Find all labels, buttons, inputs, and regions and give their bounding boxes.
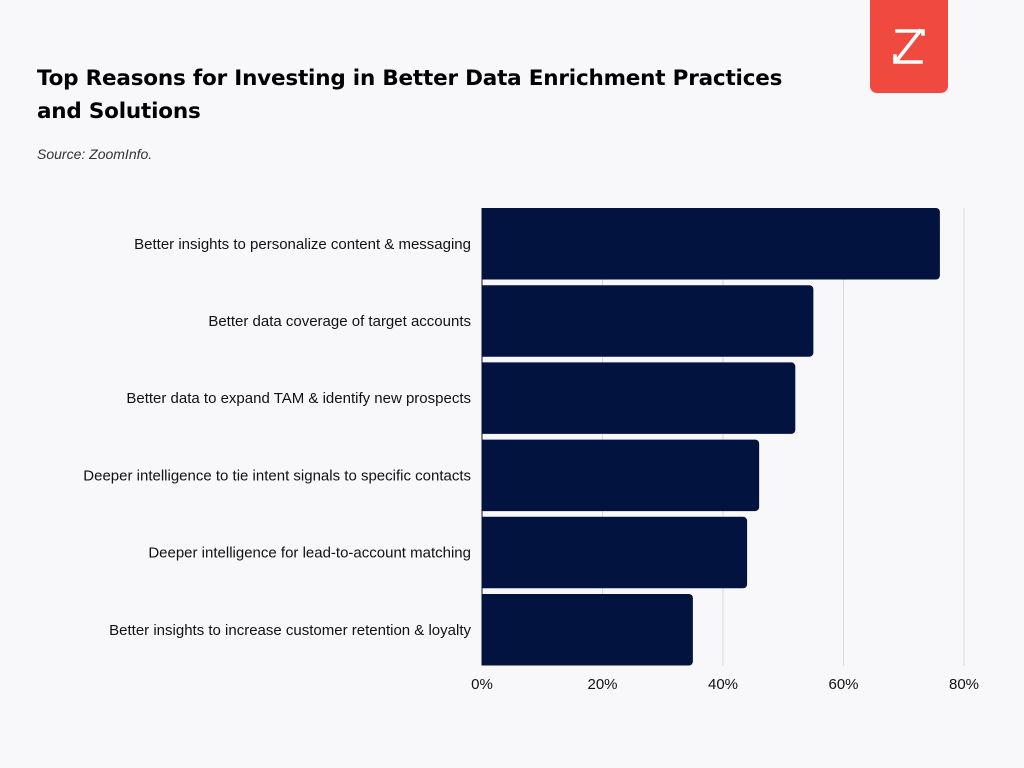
bar <box>481 516 748 589</box>
bar <box>482 362 796 434</box>
category-label: Better insights to increase customer ret… <box>109 622 471 639</box>
x-tick-label: 0% <box>471 676 493 693</box>
bar <box>482 594 693 666</box>
category-label: Better data to expand TAM & identify new… <box>126 390 471 407</box>
chart-source: Source: ZoomInfo. <box>37 146 153 162</box>
category-labels: Better insights to personalize content &… <box>83 236 471 639</box>
bar <box>482 208 940 280</box>
x-tick-label: 40% <box>708 676 738 693</box>
x-axis-tick-labels: 0% 20% 40% 60% 80% <box>471 676 979 693</box>
x-tick-label: 20% <box>587 676 617 693</box>
grid-lines <box>481 208 965 666</box>
bars <box>481 208 940 666</box>
category-label: Better data coverage of target accounts <box>208 313 471 330</box>
zoominfo-logo-icon <box>870 0 948 93</box>
bar <box>482 285 814 357</box>
x-tick-label: 80% <box>949 676 979 693</box>
chart-title: Top Reasons for Investing in Better Data… <box>37 66 783 124</box>
bar <box>482 439 760 512</box>
category-label: Deeper intelligence to tie intent signal… <box>83 467 471 484</box>
x-tick-label: 60% <box>828 676 858 693</box>
category-label: Deeper intelligence for lead-to-account … <box>148 545 471 562</box>
category-label: Better insights to personalize content &… <box>134 236 471 253</box>
